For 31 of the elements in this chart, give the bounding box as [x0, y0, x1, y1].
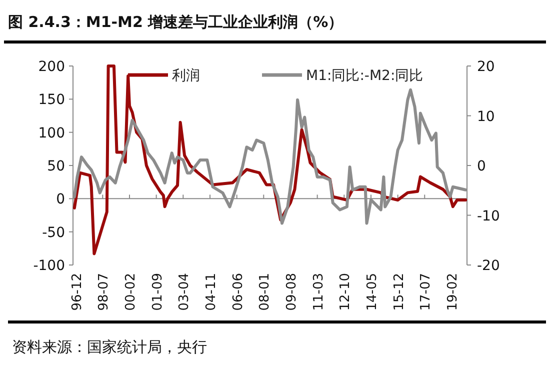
- y2-tick-label: 0: [477, 158, 486, 174]
- y-tick-label: 100: [38, 125, 65, 142]
- x-tick-label: 00-02: [123, 273, 138, 311]
- y-tick-label: 0: [56, 192, 65, 208]
- y2-tick-label: -10: [477, 208, 500, 224]
- y-tick-label: 50: [47, 158, 65, 174]
- chart-title: 图 2.4.3：M1-M2 增速差与工业企业利润（%）: [8, 13, 344, 31]
- x-tick-label: 19-02: [445, 273, 460, 311]
- x-tick-label: 01-09: [150, 273, 166, 311]
- y-tick-label: 150: [38, 92, 65, 108]
- x-tick-label: 09-08: [284, 273, 300, 311]
- x-tick-label: 98-07: [96, 273, 112, 311]
- y2-tick-label: 10: [477, 108, 495, 125]
- x-tick-label: 08-01: [258, 273, 273, 311]
- y-tick-label: 200: [38, 59, 65, 75]
- x-tick-label: 15-12: [392, 273, 407, 311]
- x-tick-label: 96-12: [70, 273, 85, 311]
- y2-tick-label: -20: [477, 258, 500, 274]
- legend-label: M1:同比:-M2:同比: [306, 68, 424, 84]
- x-tick-label: 14-05: [364, 273, 380, 311]
- x-tick-label: 03-04: [177, 273, 192, 311]
- x-tick-label: 06-06: [230, 273, 246, 311]
- legend-label: 利润: [172, 68, 200, 84]
- x-tick-label: 12-10: [338, 273, 354, 311]
- text: 资料来源：国家统计局，央行: [12, 338, 207, 356]
- x-tick-label: 04-11: [204, 273, 219, 311]
- y-tick-label: -50: [42, 224, 65, 241]
- x-tick-label: 11-03: [311, 273, 326, 311]
- x-tick-label: 17-07: [418, 273, 434, 311]
- y2-tick-label: 20: [477, 59, 495, 75]
- y-tick-label: -100: [33, 258, 65, 274]
